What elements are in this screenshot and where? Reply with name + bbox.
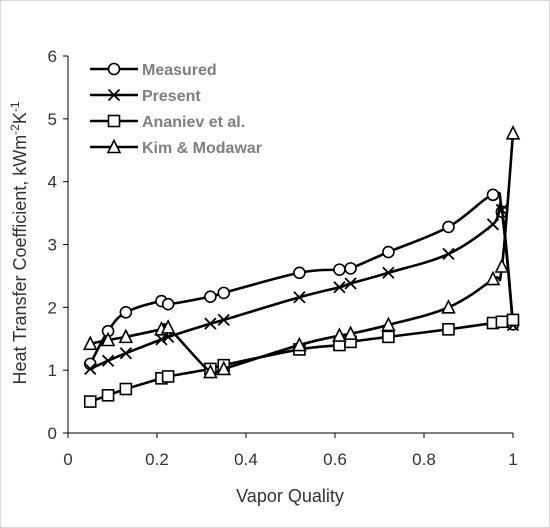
data-point-measured [119, 306, 133, 319]
legend-label-present: Present [142, 88, 201, 105]
data-point-present [333, 281, 346, 294]
data-point-present [119, 347, 132, 360]
data-point-kim-modawar [118, 328, 134, 344]
y-tick-label: 0 [48, 424, 57, 443]
data-point-kim-modawar [485, 270, 501, 286]
y-tick-label: 4 [48, 173, 57, 192]
data-point-present [217, 313, 230, 327]
y-axis-title: Heat Transfer Coefficient, kWm-2K-1 [8, 101, 30, 384]
data-point-present [382, 266, 395, 279]
data-point-present [204, 317, 217, 330]
data-point-kim-modawar [160, 319, 176, 334]
data-point-present [442, 247, 455, 261]
x-tick-label: 0.2 [145, 450, 169, 469]
data-point-measured [442, 220, 455, 234]
data-point-kim-modawar [203, 363, 218, 379]
y-tick-label: 5 [48, 110, 57, 129]
data-point-ananiev-et-al [161, 370, 175, 383]
data-point-measured [204, 290, 217, 303]
data-point-ananiev-et-al [442, 323, 455, 336]
data-point-measured [486, 188, 500, 202]
data-point-kim-modawar [494, 258, 510, 273]
x-tick-label: 0.4 [234, 450, 258, 469]
data-point-ananiev-et-al [101, 388, 115, 402]
y-tick-label: 3 [48, 236, 57, 255]
series-measured [83, 188, 520, 371]
data-point-ananiev-et-al [495, 315, 509, 329]
legend-marker-kim-modawar [106, 138, 122, 154]
x-axis-title: Vapor Quality [236, 486, 344, 506]
data-point-measured [293, 266, 306, 280]
legend-label-kim-modawar: Kim & Modawar [142, 140, 262, 157]
data-point-present [84, 362, 97, 376]
x-tick-label: 0.8 [412, 450, 436, 469]
data-point-ananiev-et-al [382, 330, 395, 344]
data-point-measured [217, 286, 231, 300]
data-point-kim-modawar [505, 124, 521, 140]
legend-item-present: Present [90, 88, 201, 105]
legend-marker-measured [107, 62, 121, 76]
series-layer [82, 124, 521, 408]
legend: Measured Present Ananiev et al. Kim & Modaw… [90, 62, 262, 157]
data-point-kim-modawar [441, 299, 456, 314]
data-point-measured [344, 262, 357, 275]
data-point-present [293, 291, 306, 304]
data-point-present [155, 333, 168, 346]
data-point-kim-modawar [332, 327, 347, 342]
legend-marker-ananiev-et-al [107, 114, 121, 128]
data-point-present [344, 277, 357, 290]
x-tick-label: 1 [508, 450, 517, 469]
y-tick-label: 2 [48, 298, 57, 317]
data-point-ananiev-et-al [83, 395, 97, 408]
data-point-present [486, 218, 500, 231]
data-point-kim-modawar [100, 331, 116, 347]
legend-item-kim-modawar: Kim & Modawar [90, 138, 262, 157]
series-kim-modawar [82, 124, 521, 379]
legend-label-measured: Measured [142, 62, 217, 79]
legend-item-measured: Measured [90, 62, 217, 79]
data-point-kim-modawar [381, 316, 396, 332]
x-tick-label: 0.6 [323, 450, 347, 469]
data-point-kim-modawar [343, 325, 358, 341]
data-point-measured [382, 245, 395, 259]
data-point-ananiev-et-al [119, 382, 133, 396]
data-point-ananiev-et-al [506, 313, 520, 327]
legend-marker-present [107, 88, 121, 102]
data-point-kim-modawar [216, 360, 232, 376]
axes: 0 1 2 3 4 5 6 0 0.2 0.4 0.6 0.8 1 [48, 47, 518, 469]
x-tick-label: 0 [63, 450, 72, 469]
legend-label-ananiev-et-al: Ananiev et al. [142, 114, 245, 131]
data-point-measured [333, 263, 346, 276]
series-present [84, 202, 520, 376]
data-point-kim-modawar [292, 336, 307, 352]
data-point-present [495, 203, 509, 217]
y-tick-label: 1 [48, 361, 57, 380]
y-tick-label: 6 [48, 47, 57, 66]
data-point-present [101, 354, 115, 367]
data-point-measured [161, 297, 175, 311]
legend-item-ananiev-et-al: Ananiev et al. [90, 114, 245, 131]
data-point-kim-modawar [82, 335, 98, 351]
